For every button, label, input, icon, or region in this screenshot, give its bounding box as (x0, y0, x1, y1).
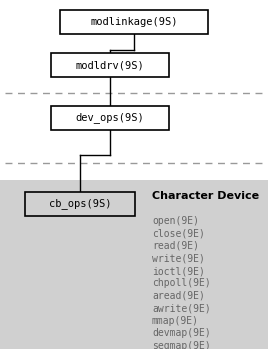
Text: modlinkage(9S): modlinkage(9S) (90, 17, 178, 27)
Text: open(9E): open(9E) (152, 216, 199, 226)
Bar (51, 106, 169, 130)
Text: modldrv(9S): modldrv(9S) (76, 60, 144, 70)
Text: write(9E): write(9E) (152, 253, 205, 263)
Text: segmap(9E): segmap(9E) (152, 341, 211, 349)
Text: aread(9E): aread(9E) (152, 291, 205, 301)
Bar (0, 180, 268, 349)
Text: dev_ops(9S): dev_ops(9S) (76, 112, 144, 124)
Text: mmap(9E): mmap(9E) (152, 316, 199, 326)
Text: chpoll(9E): chpoll(9E) (152, 279, 211, 289)
Text: cb_ops(9S): cb_ops(9S) (49, 199, 111, 209)
Text: ioctl(9E): ioctl(9E) (152, 266, 205, 276)
Bar (25, 192, 135, 216)
Text: read(9E): read(9E) (152, 241, 199, 251)
Text: Character Device: Character Device (152, 191, 259, 201)
Bar (51, 53, 169, 77)
Text: awrite(9E): awrite(9E) (152, 304, 211, 313)
Text: devmap(9E): devmap(9E) (152, 328, 211, 339)
Bar (60, 10, 208, 34)
Text: close(9E): close(9E) (152, 229, 205, 238)
